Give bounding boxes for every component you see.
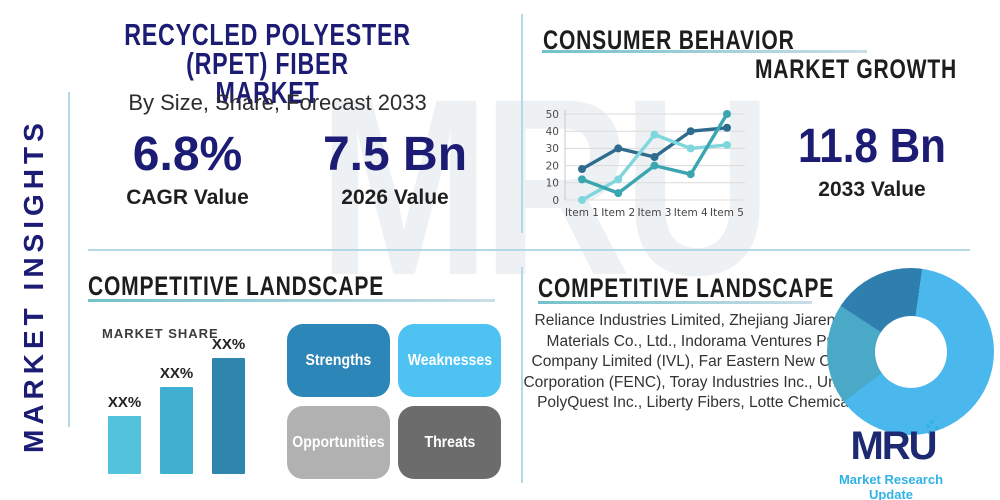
divider-center-vertical-top [521, 14, 523, 233]
base-year-label: 2026 Value [341, 186, 449, 209]
logo-splash-icon [926, 424, 930, 428]
market-share-bar-chart: XX% XX% XX% [108, 336, 248, 474]
competitive-landscape-left-heading: COMPETITIVE LANDSCAPE [88, 271, 385, 301]
swot-opportunities-card: Opportunities [287, 406, 390, 479]
swot-weaknesses-label: Weaknesses [407, 351, 492, 369]
page-subtitle: By Size, Share, Forecast 2033 [128, 90, 427, 115]
page-title-line2: MARKET [215, 75, 320, 110]
svg-text:50: 50 [546, 109, 559, 121]
mru-logo-tagline: Market Research Update [838, 472, 944, 500]
swot-weaknesses-card: Weaknesses [398, 324, 501, 397]
market-share-label: MARKET SHARE [102, 326, 219, 341]
swot-strengths-label: Strengths [305, 351, 372, 369]
svg-text:Item 1: Item 1 [565, 207, 599, 219]
market-growth-line-chart: 0 10 20 30 40 50 Item 1 Item 2 Item 3 Item 4 Item … [546, 109, 745, 219]
svg-text:Item 5: Item 5 [710, 207, 744, 219]
svg-text:20: 20 [546, 160, 559, 172]
competitive-landscape-left-underline [88, 299, 495, 302]
page-title-line1: RECYCLED POLYESTER (RPET) FIBER [124, 17, 411, 81]
consumer-behavior-underline [542, 50, 867, 53]
swot-strengths-card: Strengths [287, 324, 390, 397]
svg-text:Item 4: Item 4 [674, 207, 708, 219]
bar-value-label: XX% [211, 336, 246, 353]
donut-hole [874, 315, 947, 388]
bar-value-label: XX% [107, 394, 142, 411]
competitive-landscape-right-heading: COMPETITIVE LANDSCAPE [538, 273, 835, 303]
svg-text:Item 2: Item 2 [601, 207, 635, 219]
cagr-label: CAGR Value [126, 186, 249, 209]
mru-logo: MRU [850, 424, 937, 468]
base-year-stat: 7.5 Bn 2026 Value [300, 128, 490, 210]
base-year-value: 7.5 Bn [322, 128, 468, 181]
page-title: RECYCLED POLYESTER (RPET) FIBER MARKET [40, 17, 495, 110]
company-list: Reliance Industries Limited, Zhejiang Ji… [523, 312, 882, 411]
swot-threats-label: Threats [424, 433, 475, 451]
sidebar-vertical-title: MARKET INSIGHTS [18, 118, 49, 454]
cagr-value: 6.8% [132, 128, 243, 181]
divider-horizontal [88, 249, 970, 251]
competitive-landscape-right-underline [538, 301, 812, 304]
divider-sidebar-vertical [68, 92, 70, 427]
swot-threats-card: Threats [398, 406, 501, 479]
swot-grid: Strengths Weaknesses Opportunities Threa… [287, 324, 501, 479]
market-share-bar: XX% [212, 336, 245, 474]
svg-text:10: 10 [546, 178, 559, 190]
forecast-stat: 11.8 Bn 2033 Value [772, 120, 972, 202]
forecast-label: 2033 Value [818, 178, 926, 201]
market-share-donut-chart [827, 268, 994, 435]
svg-text:40: 40 [546, 126, 559, 138]
market-share-bar: XX% [160, 365, 193, 474]
market-share-bar: XX% [108, 394, 141, 474]
swot-opportunities-label: Opportunities [292, 433, 385, 451]
mru-watermark: MRU [318, 47, 772, 328]
forecast-value: 11.8 Bn [798, 120, 946, 173]
svg-text:30: 30 [546, 143, 559, 155]
bar-value-label: XX% [159, 365, 194, 382]
svg-text:0: 0 [552, 195, 559, 207]
market-growth-heading: MARKET GROWTH [755, 54, 957, 84]
svg-text:Item 3: Item 3 [638, 207, 672, 219]
divider-center-vertical-bottom [521, 267, 523, 483]
cagr-stat: 6.8% CAGR Value [95, 128, 280, 210]
